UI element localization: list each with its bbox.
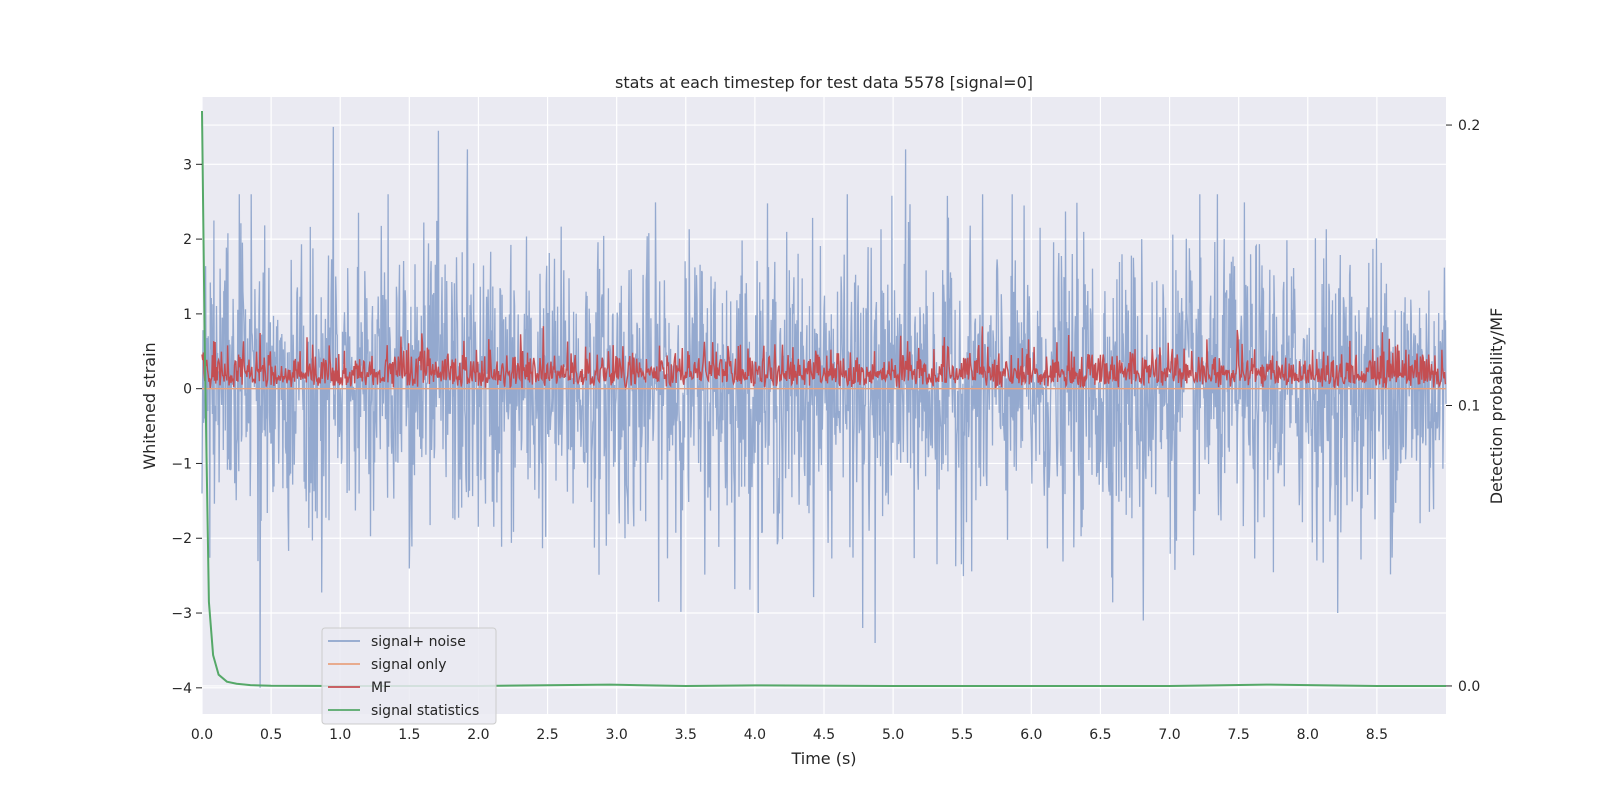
x-tick-label: 6.0 [1020,727,1042,743]
x-tick-label: 4.5 [813,727,835,743]
legend-label-signal-statistics: signal statistics [371,703,479,719]
legend-box [321,627,497,725]
x-tick-label: 6.5 [1089,727,1111,743]
x-tick-label: 7.0 [1158,727,1180,743]
x-tick-label: 1.0 [329,727,351,743]
x-tick-label: 7.5 [1228,727,1250,743]
y2-axis-label: Detection probability/MF [1487,308,1506,505]
x-tick-label: 1.5 [398,727,420,743]
y2-tick-label: 0.2 [1458,118,1480,134]
y-tick-label: 3 [183,157,192,173]
y-axis-label: Whitened strain [140,342,159,469]
x-tick-label: 3.5 [675,727,697,743]
y-tick-label: 2 [183,232,192,248]
x-tick-label: 3.0 [606,727,628,743]
y-tick-label: −4 [171,681,192,697]
x-tick-label: 0.5 [260,727,282,743]
x-tick-label: 5.0 [882,727,904,743]
legend: signal+ noise signal only MF signal stat… [321,627,497,725]
legend-label-signal-only: signal only [371,657,446,673]
x-tick-label: 5.5 [951,727,973,743]
x-ticks: 0.0 0.5 1.0 1.5 2.0 2.5 3.0 3.5 4.0 4.5 5.0 5.5 6.0 6… [191,727,1388,743]
line-mf [201,326,1447,391]
y2-tick-label: 0.0 [1458,679,1480,695]
chart-title: stats at each timestep for test data 557… [615,73,1033,92]
y-tick-label: −2 [171,531,192,547]
x-tick-label: 8.5 [1366,727,1388,743]
x-tick-label: 2.0 [467,727,489,743]
legend-label-signal-noise: signal+ noise [371,634,466,650]
x-tick-label: 2.5 [536,727,558,743]
series-mf [201,326,1447,391]
y-ticks: 3 2 1 0 −1 −2 −3 −4 [171,157,202,697]
line-signal-noise [201,126,1447,688]
y-tick-label: −1 [171,456,192,472]
y2-tick-label: 0.1 [1458,399,1480,415]
legend-label-mf: MF [371,680,391,696]
y-tick-label: 0 [183,382,192,398]
x-tick-label: 0.0 [191,727,213,743]
y-tick-label: −3 [171,606,192,622]
y2-ticks: 0.2 0.1 0.0 [1446,118,1480,695]
y-tick-label: 1 [183,307,192,323]
series-signal-noise [201,126,1447,688]
x-tick-label: 8.0 [1297,727,1319,743]
x-tick-label: 4.0 [744,727,766,743]
x-axis-label: Time (s) [790,749,856,768]
